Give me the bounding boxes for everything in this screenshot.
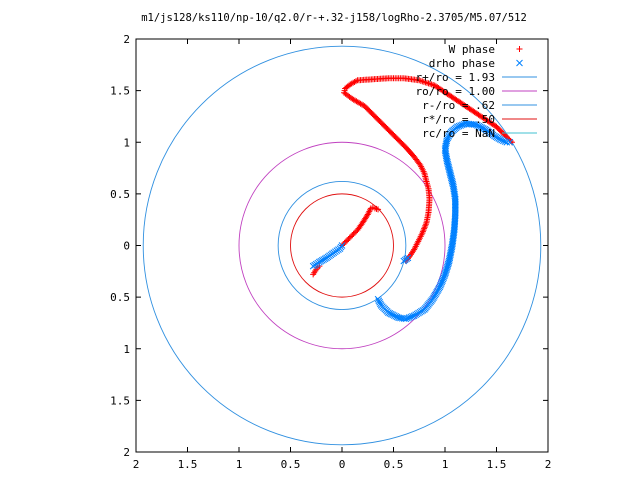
- point-0-59: [421, 225, 428, 232]
- x-tick-label: 0.5: [384, 458, 404, 471]
- x-tick-label: 1: [236, 458, 243, 471]
- legend-label: r*/ro = .50: [422, 113, 495, 126]
- y-tick-label: 1: [123, 343, 130, 356]
- point-0-62: [422, 221, 429, 228]
- x-tick-label: 2: [133, 458, 140, 471]
- point-1-212: [404, 254, 412, 262]
- circles-layer: [142, 45, 542, 446]
- chart-title: m1/js128/ks110/np-10/q2.0/r-+.32-j158/lo…: [141, 12, 527, 24]
- point-1-24: [377, 300, 384, 308]
- series-1: [309, 120, 514, 323]
- point-0-279: [503, 134, 510, 141]
- point-0-37: [375, 206, 382, 213]
- point-0-14: [349, 232, 356, 239]
- point-1-208: [506, 138, 514, 146]
- point-0-58: [420, 227, 427, 234]
- x-tick-label: 0: [339, 458, 346, 471]
- y-tick-label: 0: [123, 240, 130, 253]
- y-tick-label: 1.5: [110, 85, 130, 98]
- y-tick-label: 0.5: [110, 291, 130, 304]
- circle-3: [290, 193, 394, 298]
- x-tick-label: 1: [442, 458, 449, 471]
- point-0-15: [350, 230, 357, 237]
- legend-label: rc/ro = NaN: [422, 127, 495, 140]
- point-0-161: [342, 90, 349, 97]
- point-1-20: [338, 242, 346, 249]
- legend-label: W phase: [449, 43, 495, 56]
- point-0-61: [422, 222, 429, 229]
- point-1-207: [503, 138, 511, 146]
- x-tick-label: 0.5: [281, 458, 301, 471]
- point-0-10: [344, 237, 351, 244]
- legend-marker: [516, 59, 523, 67]
- y-tick-label: 0.5: [110, 188, 130, 201]
- point-1-204: [498, 136, 506, 144]
- point-0-13: [348, 233, 355, 240]
- x-tick-label: 1.5: [487, 458, 507, 471]
- point-0-56: [419, 230, 426, 237]
- x-tick-label: 2: [545, 458, 552, 471]
- x-tick-label: 1.5: [178, 458, 198, 471]
- circle-1: [238, 141, 446, 350]
- circle-2: [277, 181, 407, 310]
- point-0-11: [345, 236, 352, 243]
- point-0-12: [346, 234, 353, 241]
- point-1-205: [500, 137, 507, 145]
- y-tick-label: 2: [123, 33, 130, 46]
- legend-label: r+/ro = 1.93: [416, 71, 495, 84]
- point-0-57: [419, 228, 426, 235]
- y-tick-label: 1: [123, 136, 130, 149]
- point-0-172: [353, 78, 360, 85]
- point-0-9: [342, 238, 349, 245]
- legend-label: r-/ro = .62: [422, 99, 495, 112]
- y-tick-label: 2: [123, 446, 130, 459]
- point-0-16: [351, 229, 358, 236]
- legend-label: drho phase: [429, 57, 495, 70]
- series-layer: [309, 75, 515, 323]
- y-tick-label: 1.5: [110, 394, 130, 407]
- legend-marker: [516, 46, 523, 52]
- legend-label: ro/ro = 1.00: [416, 85, 495, 98]
- point-0-36: [373, 205, 380, 212]
- circle-0: [142, 45, 542, 446]
- ticks-layer: 2 1.5 1 0.5 0 0.5 1 1.5 221.510.500.511.52: [110, 33, 551, 471]
- point-0-60: [421, 224, 428, 231]
